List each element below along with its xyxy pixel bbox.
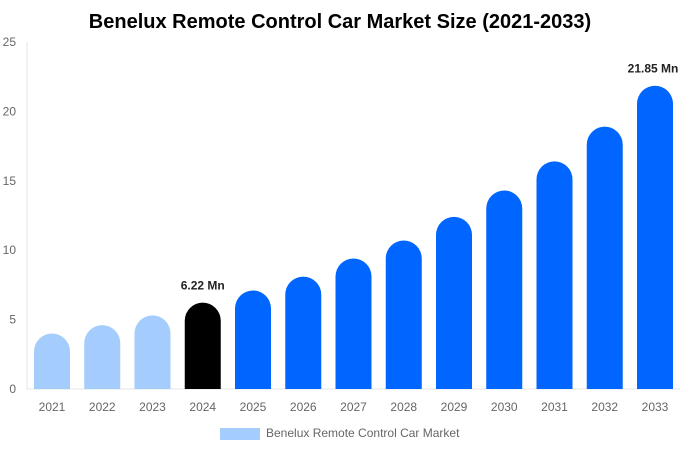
data-label: 21.85 Mn [628,62,679,76]
legend[interactable]: Benelux Remote Control Car Market [220,426,460,440]
x-tick-label: 2022 [89,400,116,414]
y-tick-label: 0 [9,382,16,396]
legend-label: Benelux Remote Control Car Market [266,426,460,440]
x-tick-label: 2031 [541,400,568,414]
x-tick-label: 2032 [591,400,618,414]
bar-2021[interactable] [34,333,70,389]
bar-2030[interactable] [486,190,523,389]
bar-2033[interactable] [637,85,673,390]
x-tick-label: 2027 [340,400,367,414]
x-tick-label: 2023 [139,400,166,414]
data-label: 6.22 Mn [181,279,225,293]
bar-2023[interactable] [134,315,171,389]
bar-2022[interactable] [84,325,121,389]
x-tick-label: 2021 [39,400,66,414]
legend-swatch [220,428,260,440]
x-tick-label: 2028 [390,400,417,414]
chart-title: Benelux Remote Control Car Market Size (… [89,11,591,33]
bar-2028[interactable] [385,240,422,389]
y-tick-label: 20 [3,104,17,118]
y-tick-label: 15 [3,174,17,188]
x-tick-label: 2026 [290,400,317,414]
bar-2025[interactable] [235,290,271,389]
bar-2027[interactable] [335,258,372,389]
x-tick-label: 2025 [240,400,267,414]
bar-2031[interactable] [536,161,573,389]
y-tick-label: 25 [3,35,17,49]
x-tick-label: 2029 [441,400,468,414]
x-tick-label: 2030 [491,400,518,414]
bar-2029[interactable] [436,216,472,389]
x-tick-label: 2033 [642,400,669,414]
y-tick-label: 10 [3,243,17,257]
bar-2024[interactable] [184,302,221,389]
bar-2026[interactable] [285,276,322,389]
x-tick-label: 2024 [189,400,216,414]
y-tick-label: 5 [9,313,16,327]
bar-2032[interactable] [586,126,623,389]
